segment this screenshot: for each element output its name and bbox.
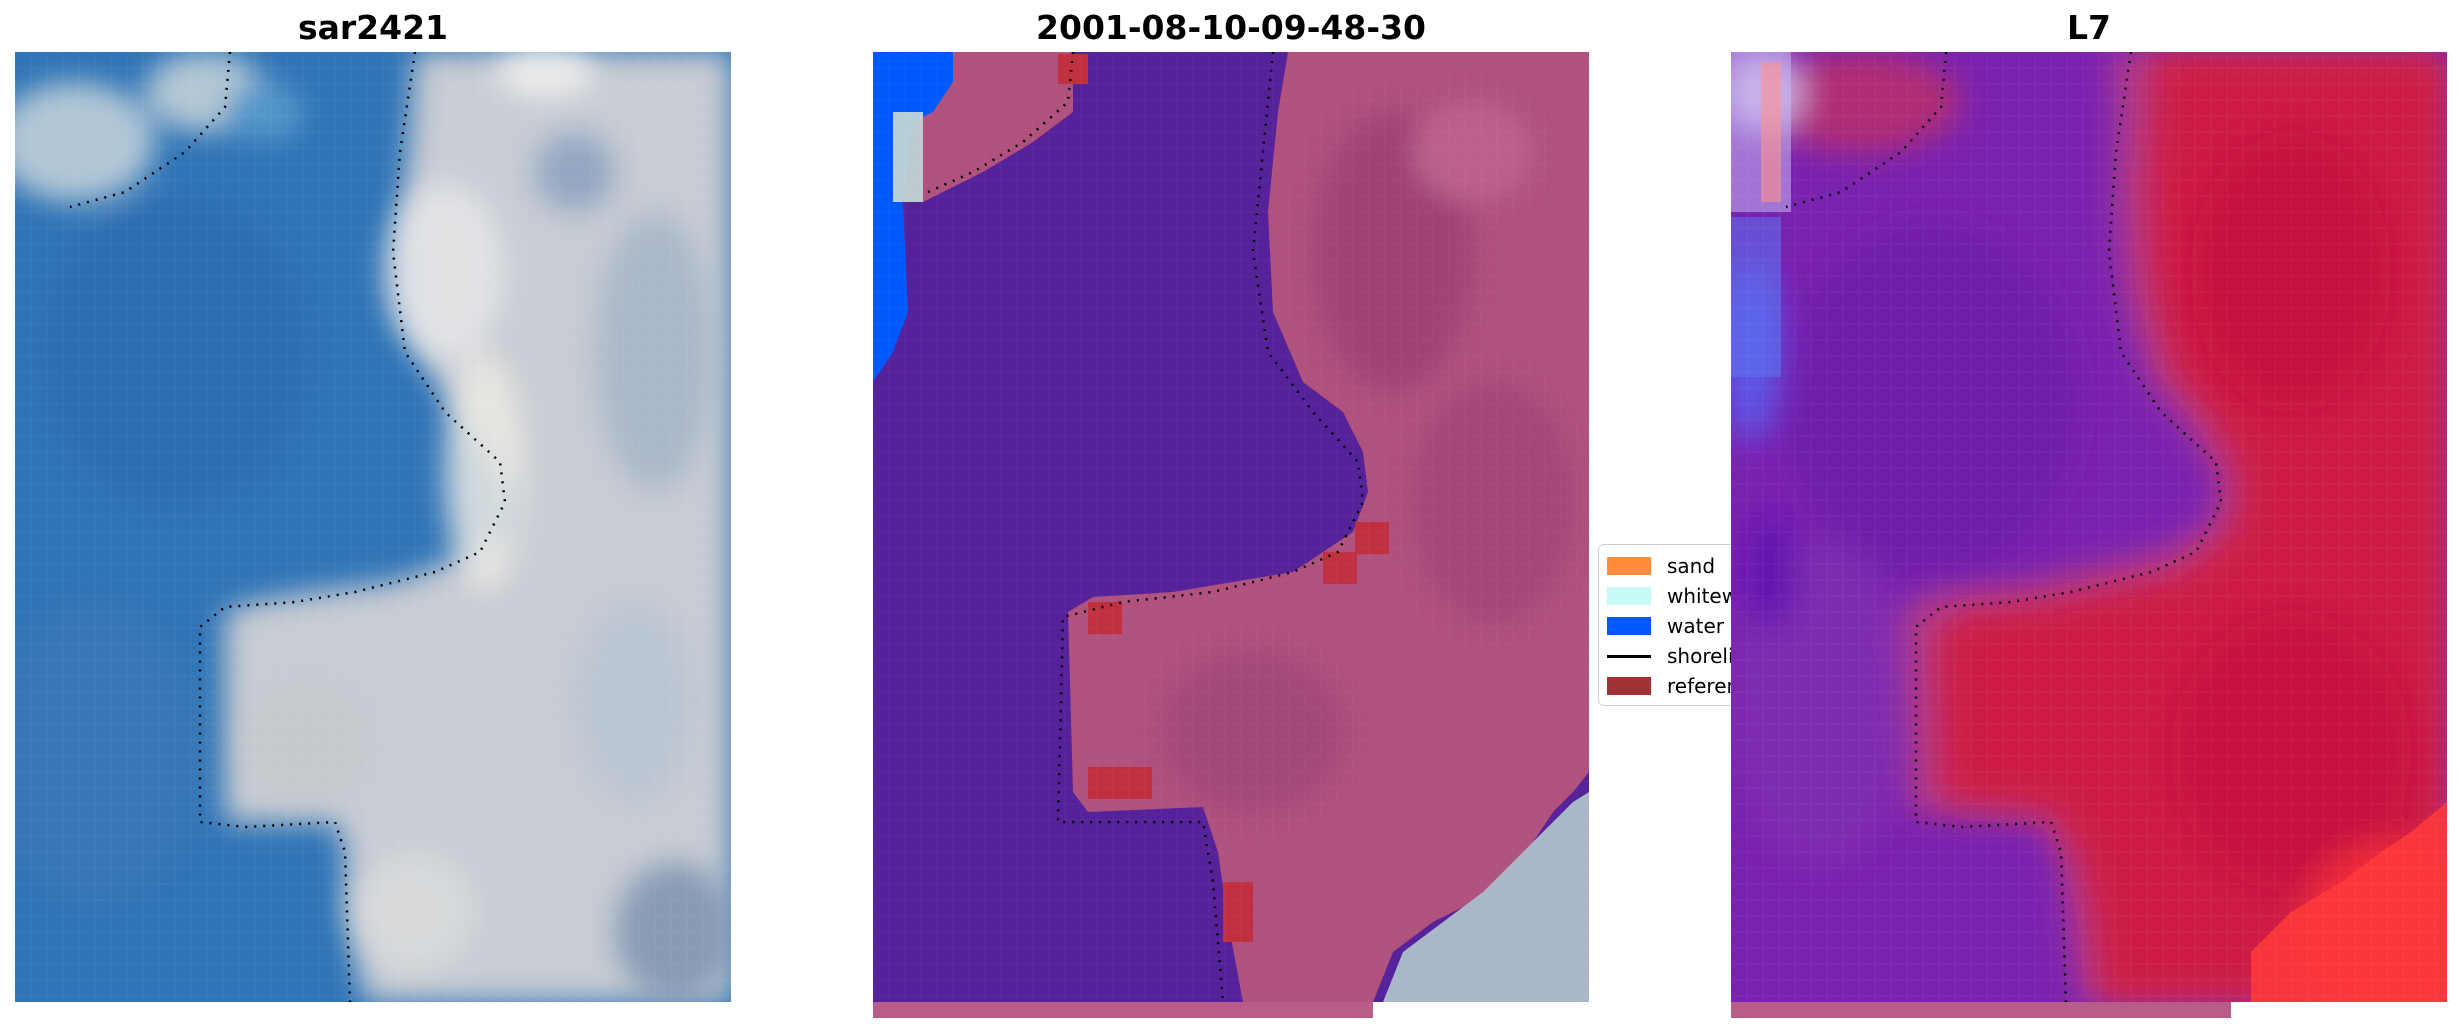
panel-title-3: L7 (2067, 8, 2111, 47)
legend-item-water: water (1607, 611, 1724, 641)
legend-label-sand: sand (1667, 554, 1716, 578)
shoreline-4 (1056, 52, 1365, 1002)
legend-item-whitewater: whitewater (1607, 581, 1738, 611)
legend-item-shoreline: shoreline (1607, 641, 1737, 671)
legend-label-reference: reference (1667, 674, 1737, 698)
panel-title-2: 2001-08-10-09-48-30 (1036, 8, 1426, 47)
legend: sand whitewater water shoreline referenc… (1598, 544, 1738, 706)
legend-item-reference: reference (1607, 671, 1737, 701)
shoreline-5 (1785, 52, 1948, 209)
reference-swatch (1607, 677, 1651, 695)
whitewater-swatch (1607, 587, 1651, 605)
legend-item-sand: sand (1607, 551, 1715, 581)
shoreline-1 (69, 52, 232, 209)
classified-image-panel (873, 52, 1589, 1002)
legend-label-whitewater: whitewater (1667, 584, 1738, 608)
legend-label-water: water (1667, 614, 1724, 638)
panel-title-1: sar2421 (297, 8, 449, 47)
sand-swatch (1607, 557, 1651, 575)
index-image-panel (1731, 52, 2447, 1002)
rgb-image-panel (15, 52, 731, 1002)
shoreline-line-swatch (1607, 654, 1651, 658)
panel-3-extent-bar (1731, 1002, 2231, 1018)
panel-2-extent-bar (873, 1002, 1373, 1018)
legend-label-shoreline: shoreline (1667, 644, 1737, 668)
water-swatch (1607, 617, 1651, 635)
